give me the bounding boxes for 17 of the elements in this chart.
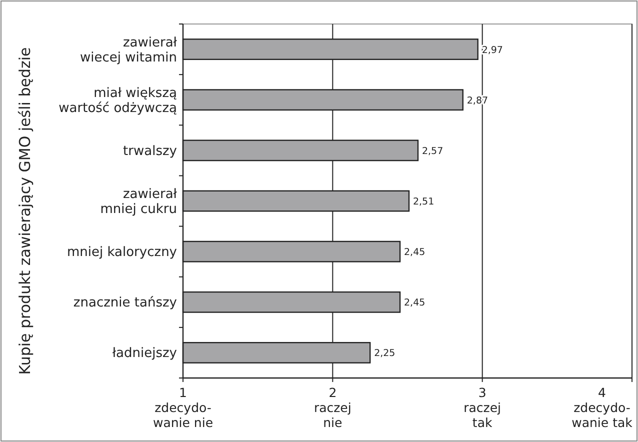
y-tick-label: zawierał wiecej witamin [80, 35, 178, 66]
x-tick-label: 3 raczej tak [464, 385, 502, 430]
data-label: 2,25 [374, 348, 396, 360]
y-tick-label: ładniejszy [112, 346, 178, 362]
y-tick-label: miał większą wartość odżywczą [58, 86, 178, 116]
y-tick-label: znacznie tańszy [73, 296, 178, 311]
data-label: 2,45 [404, 298, 426, 309]
y-tick-label: zawierał mniej cukru [100, 187, 178, 217]
data-label: 2,45 [404, 247, 426, 258]
x-tick-label: 1 zdecydo- wanie nie [152, 385, 214, 430]
x-tick-label: 4 zdecydo- wanie tak [572, 385, 634, 430]
y-tick-label: trwalszy [123, 144, 178, 159]
x-tick-label: 2 raczej nie [314, 385, 352, 430]
data-label: 2,57 [422, 146, 444, 157]
data-label: 2,51 [412, 196, 434, 208]
y-axis-title: Kupię produkt zawierający GMO jeśli będzie [16, 47, 34, 375]
y-tick-label: mniej kaloryczny [66, 245, 178, 260]
